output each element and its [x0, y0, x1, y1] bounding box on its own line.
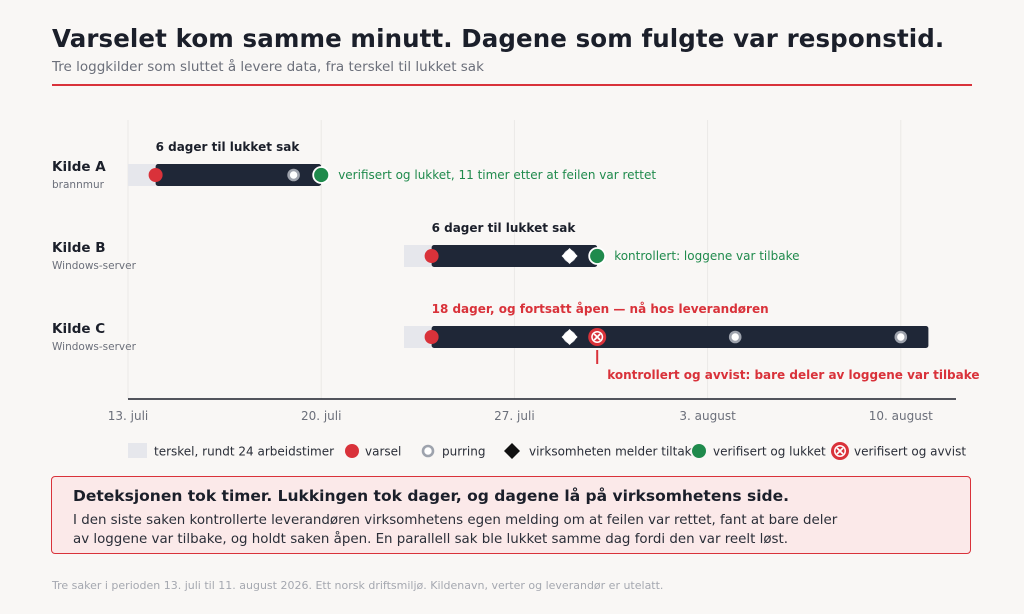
legend-label: virksomheten melder tiltak	[529, 445, 692, 459]
verified-closed-marker	[588, 247, 607, 265]
duration-label: 18 dager, og fortsatt åpen — nå hos leve…	[432, 302, 769, 316]
x-tick-label: 3. august	[679, 409, 736, 423]
legend-action-swatch	[504, 443, 520, 459]
verified-rejected-cross	[593, 333, 601, 341]
row-label: Kilde A	[52, 159, 106, 175]
row-sublabel: Windows-server	[52, 260, 137, 272]
threshold-bar	[404, 326, 432, 348]
callout-title: Deteksjonen tok timer. Lukkingen tok dag…	[73, 487, 790, 505]
alert-marker	[424, 249, 439, 263]
callout-body: I den siste saken kontrollerte leverandø…	[73, 513, 838, 547]
response-bar	[431, 245, 598, 267]
page-title: Varselet kom samme minutt. Dagene som fu…	[52, 24, 945, 53]
response-bar	[155, 164, 322, 186]
reminder-marker	[894, 330, 908, 344]
key-finding-callout: Deteksjonen tok timer. Lukkingen tok dag…	[51, 476, 971, 554]
threshold-bar	[128, 164, 156, 186]
title-divider	[52, 84, 972, 86]
reminder-marker	[287, 168, 300, 182]
alert-marker	[148, 168, 163, 182]
x-tick-label: 13. juli	[108, 409, 149, 423]
alert-marker	[424, 330, 439, 344]
row-sublabel: brannmur	[52, 179, 105, 191]
reject-note: kontrollert og avvist: bare deler av log…	[607, 368, 979, 382]
action-marker	[561, 248, 578, 264]
end-note: verifisert og lukket, 11 timer etter at …	[338, 168, 656, 182]
x-tick-label: 10. august	[869, 409, 933, 423]
row-sublabel: Windows-server	[52, 341, 137, 353]
duration-label: 6 dager til lukket sak	[432, 221, 577, 235]
page-subtitle: Tre loggkilder som sluttet å levere data…	[52, 59, 484, 75]
response-bar	[431, 326, 929, 348]
x-tick-label: 27. juli	[494, 409, 535, 423]
legend-label: verifisert og avvist	[854, 445, 966, 459]
verified-rejected-cross	[836, 447, 844, 455]
duration-label: 6 dager til lukket sak	[156, 140, 301, 154]
legend-label: varsel	[365, 445, 401, 459]
timeline-chart: 13. juli 20. juli 27. juli 3. august 10. aug…	[52, 120, 980, 460]
legend-reminder-swatch	[421, 444, 435, 458]
legend-threshold-swatch	[128, 443, 147, 458]
legend-alert-swatch	[345, 444, 359, 458]
row-label: Kilde C	[52, 321, 105, 337]
verified-closed-marker	[312, 166, 331, 184]
legend-verified-closed-swatch	[692, 444, 706, 458]
threshold-bar	[404, 245, 432, 267]
x-tick-label: 20. juli	[301, 409, 342, 423]
footnote: Tre saker i perioden 13. juli til 11. au…	[52, 579, 664, 592]
reminder-marker	[728, 330, 742, 344]
end-note: kontrollert: loggene var tilbake	[614, 249, 799, 263]
action-marker	[561, 329, 578, 345]
legend-label: verifisert og lukket	[713, 445, 826, 459]
legend-label: purring	[442, 445, 485, 459]
legend-label: terskel, rundt 24 arbeidstimer	[154, 445, 334, 459]
row-label: Kilde B	[52, 240, 106, 256]
